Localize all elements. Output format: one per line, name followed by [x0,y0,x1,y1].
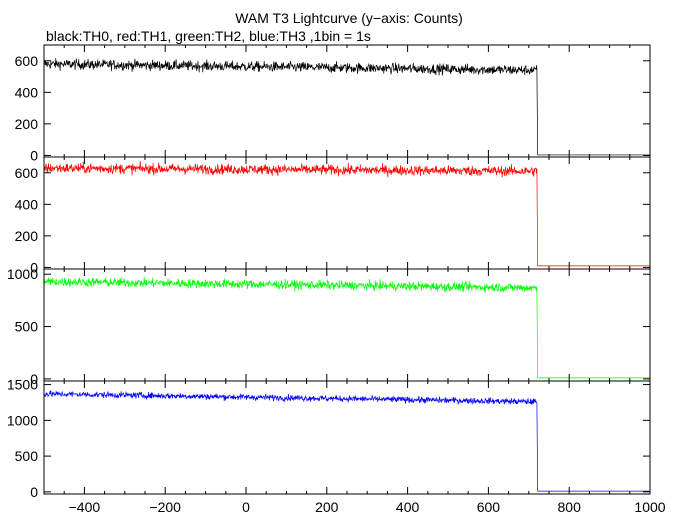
x-tick-label: 600 [477,499,501,515]
y-tick-label: 0 [30,147,38,163]
y-tick-label: 600 [15,165,39,181]
panel-1: 0 200 400 600 [15,44,651,163]
y-tick-label: 400 [15,196,39,212]
x-tick-label: 0 [242,499,250,515]
series-line-th1 [43,161,650,267]
y-tick-label: 0 [30,371,38,387]
y-tick-label: 1000 [7,266,38,282]
series-line-th2 [43,276,650,379]
y-tick-label: 600 [15,53,39,69]
x-tick-label: 400 [396,499,420,515]
x-tick-label: 800 [558,499,582,515]
y-tick-label: 500 [15,319,39,335]
y-tick-label: 1000 [7,412,38,428]
y-tick-label: 0 [30,259,38,275]
panel-frame [43,156,651,270]
y-tick-label: 0 [30,484,38,500]
panels: 0200400600020040060005001000050010001500… [7,44,666,515]
y-tick-label: 200 [15,116,39,132]
panel-4: 0 500 1000 1500 −400 −200 0 200 400 600 800 1000 [7,377,666,515]
x-tick-label: 1000 [634,499,665,515]
panel-2: 0 200 400 600 [15,156,651,275]
panel-3: 0 500 1000 [7,266,651,387]
chart-subtitle: black:TH0, red:TH1, green:TH2, blue:TH3 … [46,28,371,44]
y-tick-label: 500 [15,448,39,464]
chart-title: WAM T3 Lightcurve (y−axis: Counts) [235,10,463,26]
y-tick-label: 1500 [7,377,38,393]
series-line-th3 [43,390,650,492]
x-tick-label: −400 [69,499,101,515]
y-tick-label: 400 [15,84,39,100]
series-line-th0 [43,58,650,156]
x-tick-label: −200 [149,499,181,515]
y-tick-label: 200 [15,228,39,244]
x-tick-label: 200 [315,499,339,515]
